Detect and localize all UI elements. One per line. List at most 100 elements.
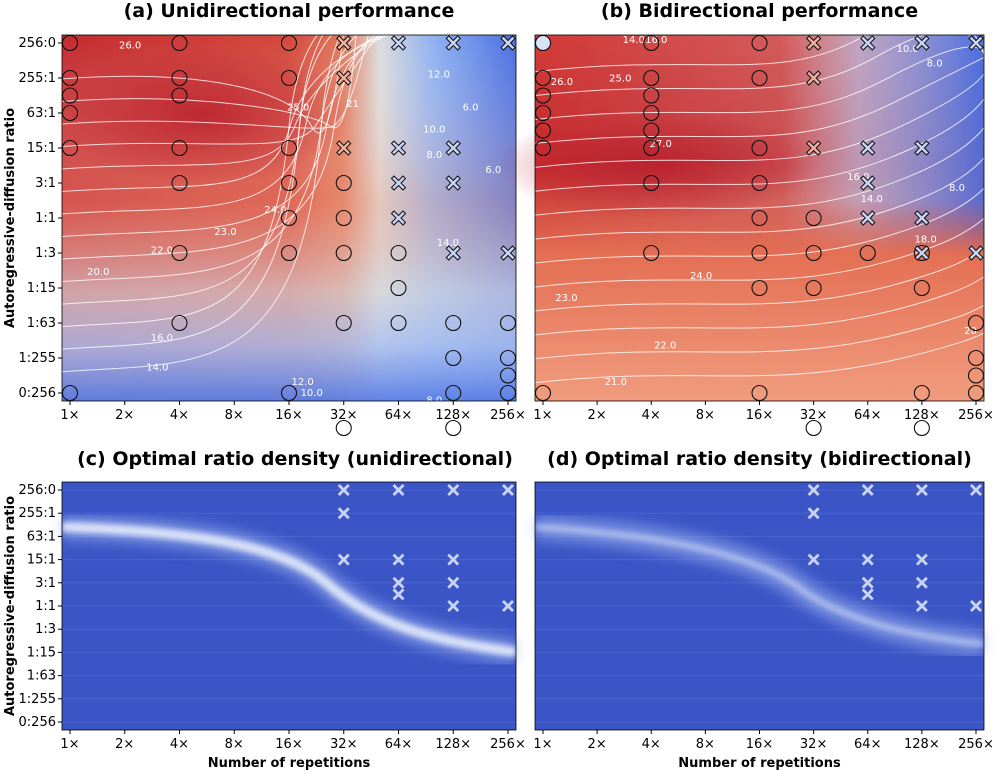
data-point-circle — [967, 314, 985, 332]
x-tick-label: 1× — [533, 408, 552, 423]
contour-label: 23.0 — [214, 227, 236, 238]
x-tick-label: 2× — [115, 737, 134, 752]
x-tick-label: 8× — [225, 737, 244, 752]
x-tick-label: 64× — [385, 408, 412, 423]
y-tick-label: 0:256 — [19, 386, 56, 401]
data-point-cross — [860, 210, 876, 226]
x-tick-label: 4× — [170, 408, 189, 423]
x-axis-label: Number of repetitions — [208, 756, 371, 771]
contour-label: 16.0 — [645, 35, 667, 46]
x-tick-label: 16× — [746, 408, 773, 423]
x-tick-label: 32× — [800, 408, 827, 423]
data-point-cross — [807, 484, 820, 496]
axes — [534, 481, 985, 734]
data-point-circle — [967, 367, 985, 384]
field-overlay — [535, 35, 984, 401]
y-tick-label: 256:0 — [19, 36, 56, 51]
x-tick-label: 2× — [588, 408, 607, 423]
data-point-circle — [171, 87, 188, 104]
data-point-circle — [499, 367, 517, 384]
contour-line — [534, 71, 996, 384]
contour-label: 20.0 — [87, 267, 109, 278]
data-point-cross — [447, 484, 460, 496]
contour-line — [534, 67, 996, 312]
data-point-cross — [805, 140, 822, 156]
x-tick-label: 256× — [958, 408, 994, 423]
panel-b-field — [495, 35, 984, 401]
data-point-circle — [913, 244, 930, 262]
data-point-circle — [171, 34, 188, 52]
axes — [58, 481, 517, 734]
contour-label: 8.0 — [949, 183, 965, 194]
data-point-cross — [445, 140, 461, 156]
data-point-circle — [335, 419, 352, 437]
y-tick-label: 1:255 — [19, 692, 56, 707]
y-tick-label: 1:3 — [35, 622, 56, 637]
panel-title: (b) Bidirectional performance — [601, 0, 918, 22]
y-tick-label: 0:256 — [19, 715, 56, 730]
data-point-cross — [970, 600, 982, 612]
data-point-cross — [445, 35, 461, 51]
data-point-circle — [171, 244, 188, 262]
y-tick-label: 1:3 — [35, 246, 56, 261]
data-point-circle — [751, 279, 768, 297]
density-core — [61, 522, 517, 657]
contour-line — [61, 34, 344, 134]
data-point-circle — [534, 384, 552, 402]
y-tick-label: 63:1 — [27, 106, 56, 121]
data-point-circle — [280, 244, 298, 262]
x-tick-label: 16× — [275, 737, 302, 752]
y-tick-label: 1:1 — [35, 211, 56, 226]
data-point-cross — [392, 553, 405, 566]
contour-line — [61, 21, 446, 260]
data-point-circle — [280, 209, 298, 227]
contour-line — [61, 14, 459, 283]
contour-label: 10.0 — [423, 125, 445, 136]
contour-label: 22.0 — [151, 245, 173, 256]
data-point-circle — [805, 279, 822, 297]
x-tick-label: 4× — [170, 737, 189, 752]
contour-line — [61, 33, 383, 147]
x-tick-label: 8× — [225, 408, 244, 423]
x-tick-label: 16× — [746, 737, 773, 752]
x-tick-label: 32× — [800, 737, 827, 752]
data-point-circle — [751, 174, 768, 192]
hot-spot — [52, 45, 352, 185]
data-point-circle — [335, 209, 352, 227]
y-tick-label: 1:63 — [27, 669, 56, 684]
x-tick-label: 128× — [904, 408, 940, 423]
contour-label: 25.0 — [287, 103, 309, 114]
x-tick-label: 256× — [958, 737, 994, 752]
x-tick-label: 64× — [854, 408, 881, 423]
x-tick-label: 256× — [490, 408, 526, 423]
y-tick-label: 3:1 — [35, 176, 56, 191]
data-point-cross — [914, 140, 930, 156]
data-point-cross — [445, 175, 461, 191]
data-point-circle — [335, 174, 352, 192]
data-point-cross — [502, 600, 514, 612]
data-point-cross — [447, 600, 460, 612]
contour-label: 20 — [964, 326, 977, 337]
data-point-circle — [534, 34, 552, 52]
contour-label: 24.0 — [264, 205, 286, 216]
data-point-cross — [805, 70, 822, 86]
x-axis-label: Number of repetitions — [678, 756, 841, 771]
data-point-circle — [967, 349, 985, 367]
data-point-cross — [336, 35, 352, 51]
data-point-cross — [337, 507, 350, 520]
data-point-cross — [392, 588, 405, 601]
data-point-cross — [914, 210, 930, 226]
contour-lines — [61, 0, 510, 373]
contour-line — [534, 69, 996, 360]
data-point-circle — [390, 244, 407, 262]
contour-line — [534, 62, 996, 240]
data-point-circle — [859, 244, 876, 262]
data-point-circle — [534, 87, 552, 104]
data-point-circle — [171, 174, 188, 192]
data-point-circle — [445, 349, 462, 367]
contour-line — [61, 32, 408, 193]
x-tick-label: 8× — [696, 408, 715, 423]
data-point-cross — [915, 576, 928, 589]
data-point-circle — [61, 384, 79, 402]
data-point-circle — [751, 209, 768, 227]
